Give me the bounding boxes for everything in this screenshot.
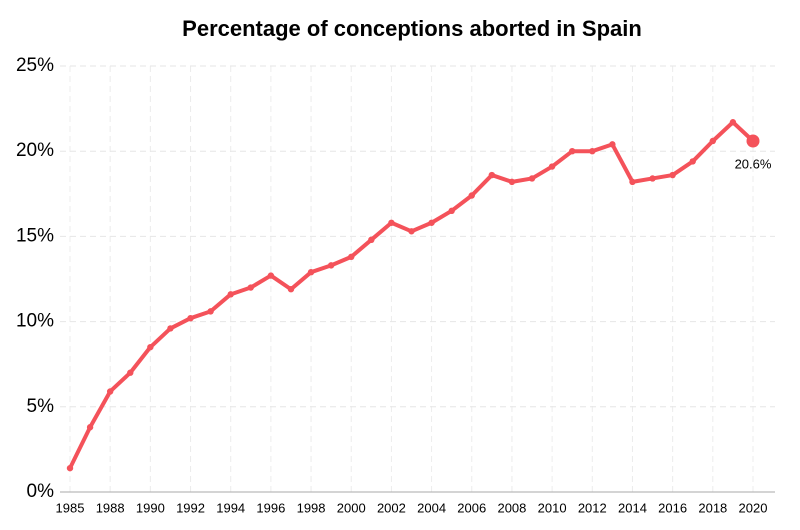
y-tick-label: 25%	[16, 55, 54, 76]
x-tick-label: 2008	[497, 500, 526, 515]
data-point	[127, 369, 134, 376]
data-point	[548, 163, 556, 170]
x-tick-label: 2012	[578, 500, 607, 515]
data-point	[629, 178, 636, 186]
data-point	[609, 141, 616, 148]
x-tick-label: 2004	[417, 500, 446, 515]
x-tick-label: 2016	[658, 500, 687, 515]
data-point	[66, 464, 74, 472]
x-tick-label: 2010	[538, 500, 567, 515]
data-point	[368, 236, 375, 244]
data-point	[207, 308, 214, 315]
data-point	[167, 325, 174, 332]
data-point	[348, 253, 355, 261]
y-tick-label: 15%	[16, 225, 54, 246]
data-point	[388, 219, 395, 226]
data-point	[187, 314, 194, 322]
data-point	[746, 134, 760, 148]
y-tick-label: 20%	[16, 140, 54, 161]
data-point	[267, 272, 275, 279]
x-tick-label: 2020	[739, 500, 768, 515]
data-point	[729, 119, 737, 126]
data-point	[689, 158, 696, 165]
x-tick-label: 1985	[56, 500, 85, 515]
x-tick-label: 2002	[377, 500, 406, 515]
data-point	[86, 424, 94, 431]
data-point	[508, 178, 516, 186]
data-point	[709, 137, 717, 145]
x-tick-label: 1990	[136, 500, 165, 515]
data-point	[488, 171, 496, 179]
data-point	[327, 262, 335, 269]
data-point	[589, 148, 596, 155]
data-point	[448, 207, 455, 215]
y-tick-label: 10%	[16, 311, 54, 332]
data-point	[408, 228, 415, 235]
x-tick-label: 2000	[337, 500, 366, 515]
x-tick-label: 1988	[96, 500, 125, 515]
x-tick-label: 2018	[698, 500, 727, 515]
data-point	[247, 284, 254, 291]
data-point	[147, 343, 154, 351]
x-tick-label: 1992	[176, 500, 205, 515]
x-tick-label: 1998	[297, 500, 326, 515]
data-point	[528, 175, 536, 182]
x-tick-label: 1994	[216, 500, 245, 515]
y-tick-label: 0%	[27, 481, 55, 502]
data-point	[669, 171, 676, 179]
x-tick-label: 2006	[457, 500, 486, 515]
data-point	[307, 268, 315, 276]
y-tick-label: 5%	[27, 396, 55, 417]
data-point	[468, 192, 475, 199]
data-point	[428, 219, 435, 226]
x-tick-label: 2014	[618, 500, 647, 515]
data-label: 20.6%	[735, 156, 772, 171]
x-tick-label: 1996	[256, 500, 285, 515]
data-point	[287, 286, 295, 293]
data-point	[106, 388, 114, 395]
data-point	[227, 291, 234, 298]
data-point	[649, 175, 656, 182]
data-point	[569, 148, 576, 155]
chart-title: Percentage of conceptions aborted in Spa…	[182, 16, 642, 41]
